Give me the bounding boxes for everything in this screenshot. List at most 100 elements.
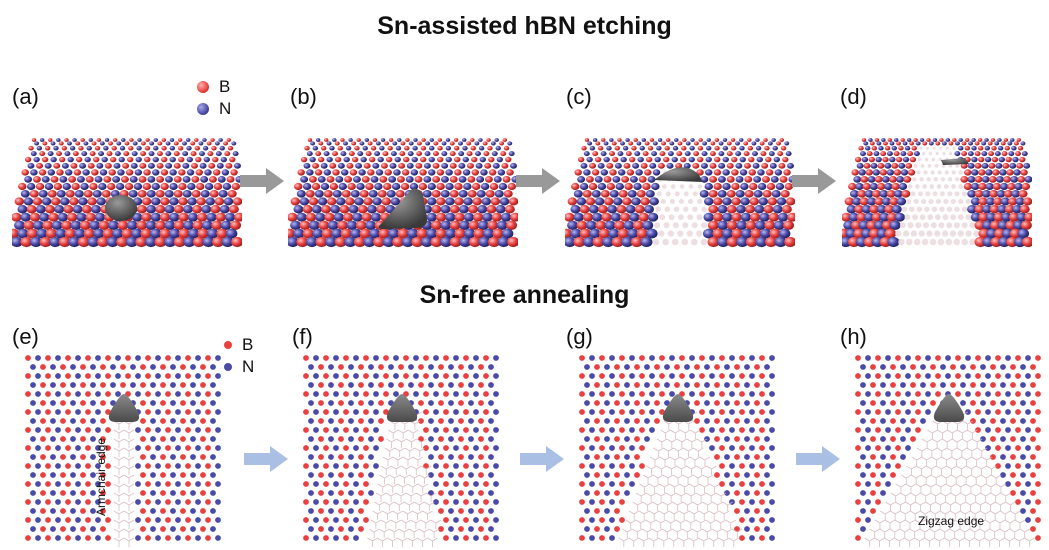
- nitrogen-atom: [873, 151, 880, 157]
- boron-atom: [60, 490, 66, 496]
- nitrogen-atom: [705, 156, 712, 163]
- boron-atom: [719, 373, 725, 379]
- boron-atom: [323, 409, 329, 415]
- nitrogen-atom: [740, 182, 749, 191]
- nitrogen-atom: [493, 427, 499, 433]
- boron-atom: [470, 138, 475, 142]
- nitrogen-atom: [70, 472, 76, 478]
- boron-atom: [882, 156, 889, 163]
- boron-atom: [207, 151, 214, 157]
- nitrogen-atom: [603, 156, 610, 163]
- nitrogen-atom: [744, 454, 750, 460]
- nitrogen-atom: [717, 220, 729, 230]
- boron-atom: [877, 162, 885, 169]
- nitrogen-atom: [1020, 472, 1026, 478]
- nitrogen-atom: [50, 472, 56, 478]
- boron-atom: [491, 212, 503, 222]
- boron-atom: [781, 204, 792, 214]
- boron-atom: [594, 364, 600, 370]
- boron-atom: [486, 204, 497, 214]
- boron-atom: [438, 382, 444, 388]
- panel-label-e: (e): [12, 324, 39, 349]
- etched-site: [662, 238, 669, 246]
- nitrogen-atom: [981, 175, 990, 183]
- nitrogen-atom: [995, 162, 1003, 169]
- boron-atom: [614, 400, 620, 406]
- nitrogen-atom: [759, 212, 770, 222]
- nitrogen-atom: [704, 400, 710, 406]
- nitrogen-atom: [704, 182, 713, 191]
- boron-atom: [40, 418, 46, 424]
- nitrogen-atom: [965, 409, 971, 415]
- nitrogen-atom: [860, 526, 866, 532]
- nitrogen-atom: [468, 418, 474, 424]
- nitrogen-atom: [115, 391, 121, 397]
- boron-atom: [579, 499, 585, 505]
- etched-site: [919, 146, 923, 150]
- boron-atom: [659, 391, 665, 397]
- nitrogen-atom: [925, 373, 931, 379]
- nitrogen-atom: [169, 169, 177, 176]
- nitrogen-atom: [95, 499, 101, 505]
- nitrogen-atom: [390, 151, 397, 157]
- nitrogen-atom: [35, 499, 41, 505]
- boron-atom: [1035, 391, 1041, 397]
- nitrogen-atom: [36, 228, 48, 239]
- boron-atom: [594, 508, 600, 514]
- boron-atom: [40, 436, 46, 442]
- zigzag-edge-label: Zigzag edge: [918, 514, 985, 528]
- nitrogen-atom: [960, 382, 966, 388]
- etched-site: [958, 198, 964, 205]
- nitrogen-atom: [390, 197, 401, 206]
- nitrogen-atom: [333, 535, 339, 541]
- nitrogen-atom: [980, 382, 986, 388]
- nitrogen-atom: [348, 490, 354, 496]
- boron-atom: [80, 436, 86, 442]
- nitrogen-atom: [362, 145, 368, 151]
- legend-item-boron: B: [197, 76, 231, 98]
- boron-atom: [861, 138, 867, 142]
- boron-atom: [682, 138, 687, 142]
- nitrogen-atom: [885, 481, 891, 487]
- boron-atom: [579, 228, 592, 239]
- boron-atom: [129, 138, 134, 142]
- boron-atom: [200, 436, 206, 442]
- boron-atom: [320, 145, 327, 151]
- nitrogen-atom: [308, 508, 314, 514]
- boron-atom: [191, 162, 198, 169]
- boron-atom: [1001, 151, 1008, 157]
- legend-label-nitrogen: N: [219, 99, 232, 118]
- panel-e-top-view: [25, 355, 221, 547]
- nitrogen-atom: [131, 228, 143, 239]
- nitrogen-atom: [614, 162, 622, 169]
- nitrogen-atom: [869, 182, 879, 191]
- nitrogen-atom: [55, 373, 61, 379]
- nitrogen-atom: [920, 364, 926, 370]
- boron-atom: [778, 162, 786, 169]
- boron-atom: [639, 409, 645, 415]
- boron-atom: [707, 220, 719, 230]
- boron-atom: [205, 463, 211, 469]
- nitrogen-atom: [920, 418, 926, 424]
- boron-atom: [579, 481, 585, 487]
- boron-atom: [990, 400, 996, 406]
- nitrogen-atom: [488, 436, 494, 442]
- nitrogen-atom: [55, 427, 61, 433]
- nitrogen-atom: [70, 364, 76, 370]
- boron-atom: [950, 364, 956, 370]
- nitrogen-atom: [182, 151, 189, 157]
- boron-atom: [712, 228, 724, 239]
- nitrogen-atom: [90, 508, 96, 514]
- boron-atom: [140, 454, 146, 460]
- etched-site: [961, 238, 969, 246]
- nitrogen-atom: [392, 141, 398, 146]
- boron-atom: [870, 472, 876, 478]
- etched-site: [658, 230, 665, 237]
- boron-atom: [106, 151, 113, 157]
- nitrogen-atom: [61, 162, 69, 169]
- etched-site: [906, 198, 912, 205]
- boron-atom: [987, 141, 993, 146]
- nitrogen-atom: [170, 526, 176, 532]
- nitrogen-atom: [1005, 355, 1011, 361]
- boron-atom: [1015, 427, 1021, 433]
